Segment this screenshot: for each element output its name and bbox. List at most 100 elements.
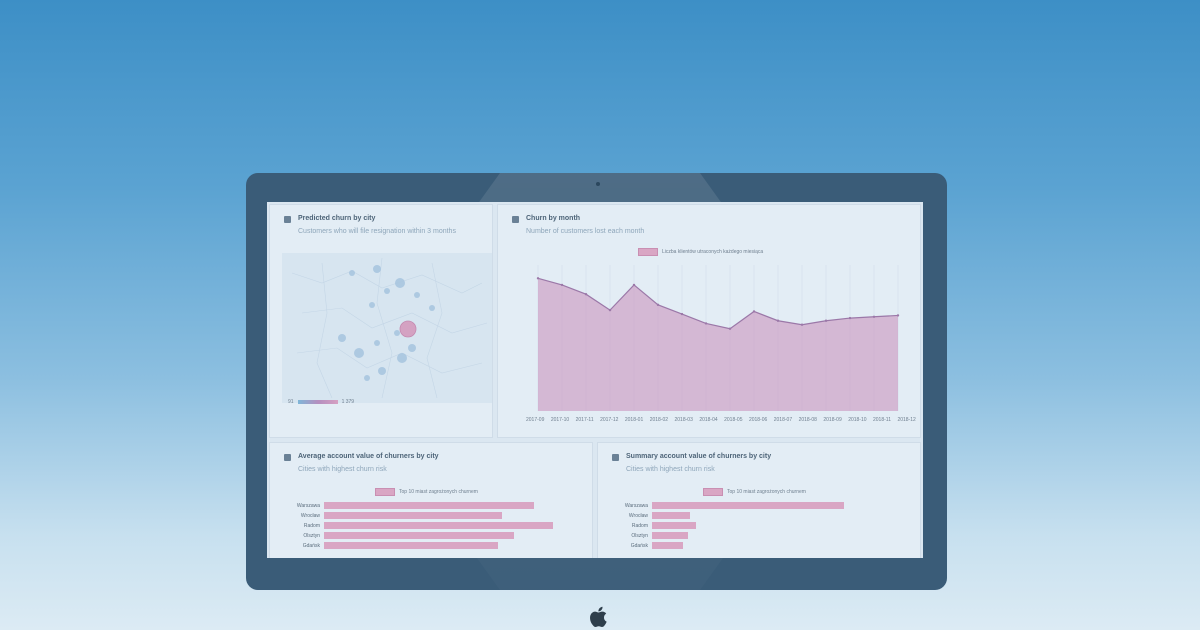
x-tick-label: 2018-01 [624,417,644,423]
area-series-line [537,277,899,330]
legend-label: Top 10 miast zagrożonych churnem [399,489,478,495]
bar-row: Radom [280,522,553,529]
data-point[interactable] [608,308,612,312]
legend-swatch [375,488,395,496]
data-point[interactable] [704,322,708,325]
map-highlight-marker[interactable] [399,320,417,338]
panel-churn-map: Predicted churn by city Customers who wi… [270,205,492,437]
bar[interactable] [324,542,498,549]
data-point[interactable] [728,327,732,330]
chart-icon [612,454,619,461]
chart-icon [512,216,519,223]
bar-row: Warszawa [608,502,844,509]
panel-title: Summary account value of churners by cit… [626,453,772,460]
bar-row: Gdańsk [280,542,498,549]
chart-legend[interactable]: Liczba klientów utraconych każdego miesi… [638,248,763,256]
legend-swatch [703,488,723,496]
map-color-scale: 91 1 379 [288,399,354,405]
map-svg [291,257,488,399]
camera-dot [596,182,600,186]
x-tick-label: 2017-11 [575,417,594,423]
x-tick-label: 2018-10 [848,417,867,423]
panel-avg-account-value: Average account value of churners by cit… [270,443,592,558]
panel-sum-account-value: Summary account value of churners by cit… [598,443,920,558]
data-point[interactable] [536,277,540,280]
bar-row: Olsztyn [608,532,689,539]
bar[interactable] [324,522,553,529]
bar-category-label: Wrocław [300,512,320,519]
bar-category-label: Warszawa [624,502,648,509]
map-icon [284,216,291,223]
bar[interactable] [324,512,503,519]
data-point[interactable] [680,312,684,316]
x-tick-label: 2017-09 [526,417,545,423]
area-series-fill [538,278,898,411]
x-tick-label: 2018-04 [699,417,718,423]
panel-title: Predicted churn by city [298,215,376,222]
x-tick-label: 2018-05 [724,417,743,423]
chart-icon [284,454,291,461]
data-point[interactable] [896,314,900,317]
data-point[interactable] [656,303,660,307]
panel-subtitle: Customers who will file resignation with… [298,228,456,235]
x-tick-label: 2017-12 [600,417,619,423]
x-axis-ticks: 2017-09 2017-10 2017-11 2017-12 2018-01 2018-… [526,417,916,423]
x-tick-label: 2018-12 [897,417,916,423]
data-point[interactable] [848,316,852,320]
bar[interactable] [652,532,689,539]
panel-churn-by-month: Churn by month Number of customers lost … [498,205,920,437]
x-tick-label: 2018-07 [773,417,793,423]
x-tick-label: 2018-06 [748,417,768,423]
scale-gradient [297,400,338,404]
bar-category-label: Radom [631,522,648,529]
panel-title: Churn by month [526,215,581,222]
chart-legend[interactable]: Top 10 miast zagrożonych churnem [703,488,806,496]
data-point[interactable] [872,315,876,318]
data-point[interactable] [800,323,804,326]
bar[interactable] [324,532,514,539]
scale-max: 1 379 [341,399,355,405]
bar-row: Olsztyn [280,532,514,539]
bar-row: Wrocław [608,512,691,519]
bar[interactable] [652,502,844,509]
area-chart [536,265,900,411]
x-tick-label: 2018-02 [649,417,669,423]
scale-min: 91 [288,399,294,405]
panel-subtitle: Cities with highest churn risk [298,466,387,473]
chart-legend[interactable]: Top 10 miast zagrożonych churnem [375,488,478,496]
bar-row: Radom [608,522,697,529]
bar-row: Gdańsk [608,542,683,549]
x-tick-label: 2018-03 [674,417,693,423]
x-tick-label: 2018-11 [873,417,891,423]
bar-category-label: Radom [303,522,320,529]
data-point[interactable] [752,310,756,313]
bar[interactable] [652,522,697,529]
panel-subtitle: Number of customers lost each month [526,228,645,235]
bar-category-label: Olsztyn [303,532,320,539]
data-point[interactable] [632,283,636,287]
dashboard-screen: Predicted churn by city Customers who wi… [267,202,923,558]
bar-category-label: Wrocław [628,512,648,519]
bar-category-label: Olsztyn [631,532,648,539]
legend-label: Top 10 miast zagrożonych churnem [727,489,806,495]
x-tick-label: 2018-09 [823,417,842,423]
data-point[interactable] [584,293,588,296]
bar-category-label: Gdańsk [630,542,648,549]
legend-label: Liczba klientów utraconych każdego miesi… [662,249,764,255]
data-point[interactable] [560,283,564,287]
bar[interactable] [324,502,535,509]
bar[interactable] [652,512,691,519]
bar-row: Wrocław [280,512,503,519]
bar-category-label: Gdańsk [302,542,320,549]
x-tick-label: 2018-08 [798,417,817,423]
data-point[interactable] [776,319,780,322]
bar-category-label: Warszawa [296,502,320,509]
legend-swatch [638,248,658,256]
panel-title: Average account value of churners by cit… [298,453,439,460]
bar-row: Warszawa [280,502,535,509]
churn-map[interactable] [282,253,492,403]
data-point[interactable] [824,319,828,322]
x-tick-label: 2017-10 [550,417,570,423]
bar[interactable] [652,542,683,549]
apple-logo-icon [590,606,607,627]
